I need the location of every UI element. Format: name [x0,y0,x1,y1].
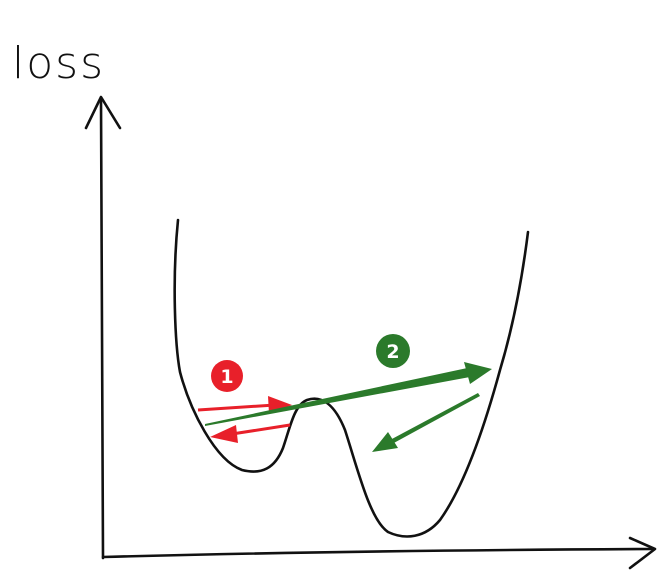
y-axis-label: loss [12,38,105,89]
step-2-arrows [205,362,492,452]
step-2-back-arrow-shaft [390,393,480,444]
step-1-badge-label: 1 [220,366,233,388]
step-2-back-arrow-head [372,432,398,452]
step-2-badge-label: 2 [386,341,399,363]
step-2-forward-arrow-head [464,362,492,384]
step-2-badge: 2 [376,334,410,368]
y-axis-line [99,98,105,560]
step-1-back-arrow-shaft [231,423,291,436]
step-1-arrows [197,396,292,443]
step-2-forward-arrow-shaft [205,367,472,426]
y-axis-arrowhead [84,95,122,130]
step-1-forward-arrow-shaft [197,403,276,412]
step-2-badge-circle [376,334,410,368]
step-1-back-arrow-head [210,425,238,443]
step-1-badge-circle [211,360,243,392]
loss-curve [173,218,530,538]
step-1-badge: 1 [211,360,243,392]
x-axis-line [101,547,654,559]
x-axis-arrowhead [628,536,657,570]
